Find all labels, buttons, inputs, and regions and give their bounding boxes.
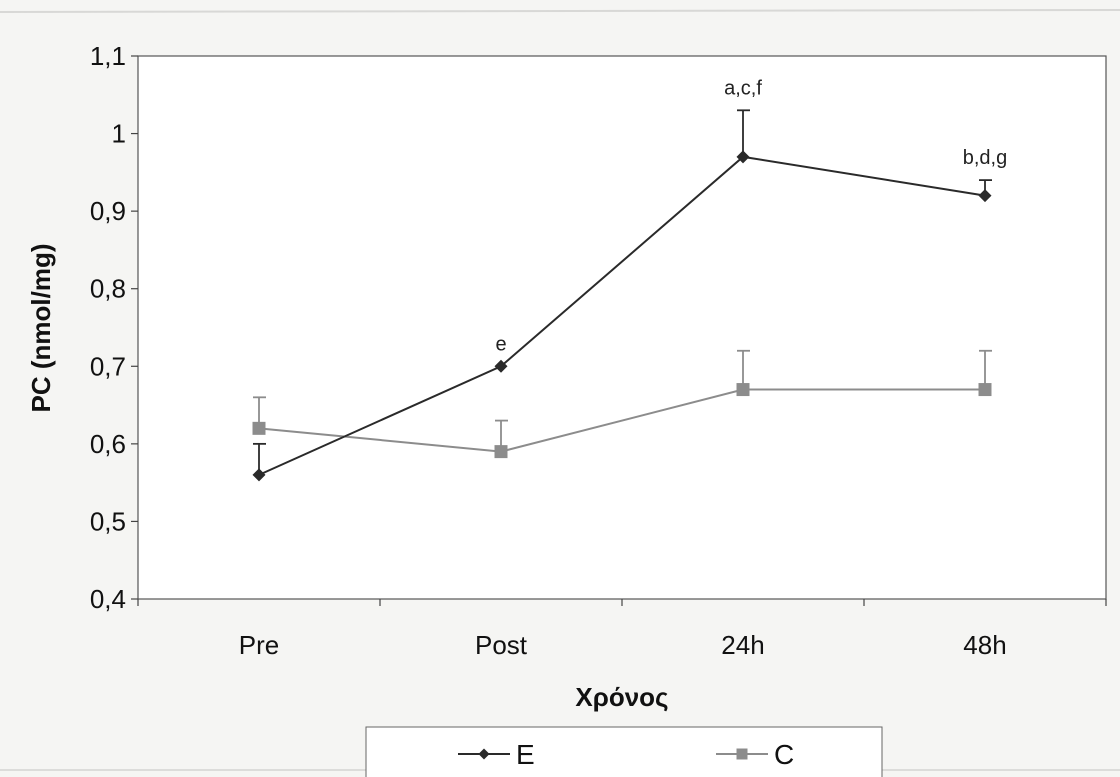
- series-lines: [258, 155, 986, 476]
- x-tick-label: 48h: [963, 630, 1006, 660]
- y-axis-ticks: 0,4 0,5 0,6 0,7 0,8 0,9 1 1,1: [90, 41, 138, 614]
- x-tick-label: Post: [475, 630, 528, 660]
- annotation-label: b,d,g: [963, 147, 1007, 169]
- data-point-E: [978, 189, 992, 203]
- y-tick-label: 1,1: [90, 41, 126, 71]
- top-edge-line: [0, 9, 1120, 13]
- y-tick-label: 0,6: [90, 429, 126, 459]
- x-axis-ticks: Pre Post 24h 48h: [137, 599, 1107, 660]
- data-point-E: [736, 150, 750, 164]
- x-tick-label: 24h: [721, 630, 764, 660]
- data-point-C: [252, 421, 266, 435]
- legend-box: [365, 726, 883, 777]
- legend-marker-E: [478, 748, 490, 760]
- y-tick-label: 0,9: [90, 196, 126, 226]
- y-tick-label: 0,7: [90, 351, 126, 381]
- y-tick-label: 0,4: [90, 584, 126, 614]
- data-point-C: [494, 445, 508, 459]
- annotation-label: e: [495, 333, 506, 355]
- series-line-E: [258, 155, 986, 476]
- data-point-E: [494, 359, 508, 373]
- plot-area: [137, 55, 1107, 600]
- y-axis-title: PC (nmol/mg): [26, 244, 56, 413]
- y-tick-label: 0,8: [90, 274, 126, 304]
- legend-label-C: C: [774, 739, 794, 770]
- x-axis-title: Χρόνος: [575, 682, 668, 712]
- data-point-C: [978, 383, 992, 397]
- annotation-label: a,c,f: [724, 77, 762, 99]
- legend-label-E: E: [516, 739, 535, 770]
- significance-annotations: e a,c,f b,d,g: [495, 77, 1007, 355]
- series-line-C: [258, 388, 985, 453]
- y-tick-label: 0,5: [90, 506, 126, 536]
- x-tick-label: Pre: [239, 630, 279, 660]
- legend-marker-C: [736, 748, 748, 760]
- y-tick-label: 1: [112, 119, 126, 149]
- data-point-E: [252, 468, 266, 482]
- series-markers: [252, 150, 992, 482]
- data-point-C: [736, 383, 750, 397]
